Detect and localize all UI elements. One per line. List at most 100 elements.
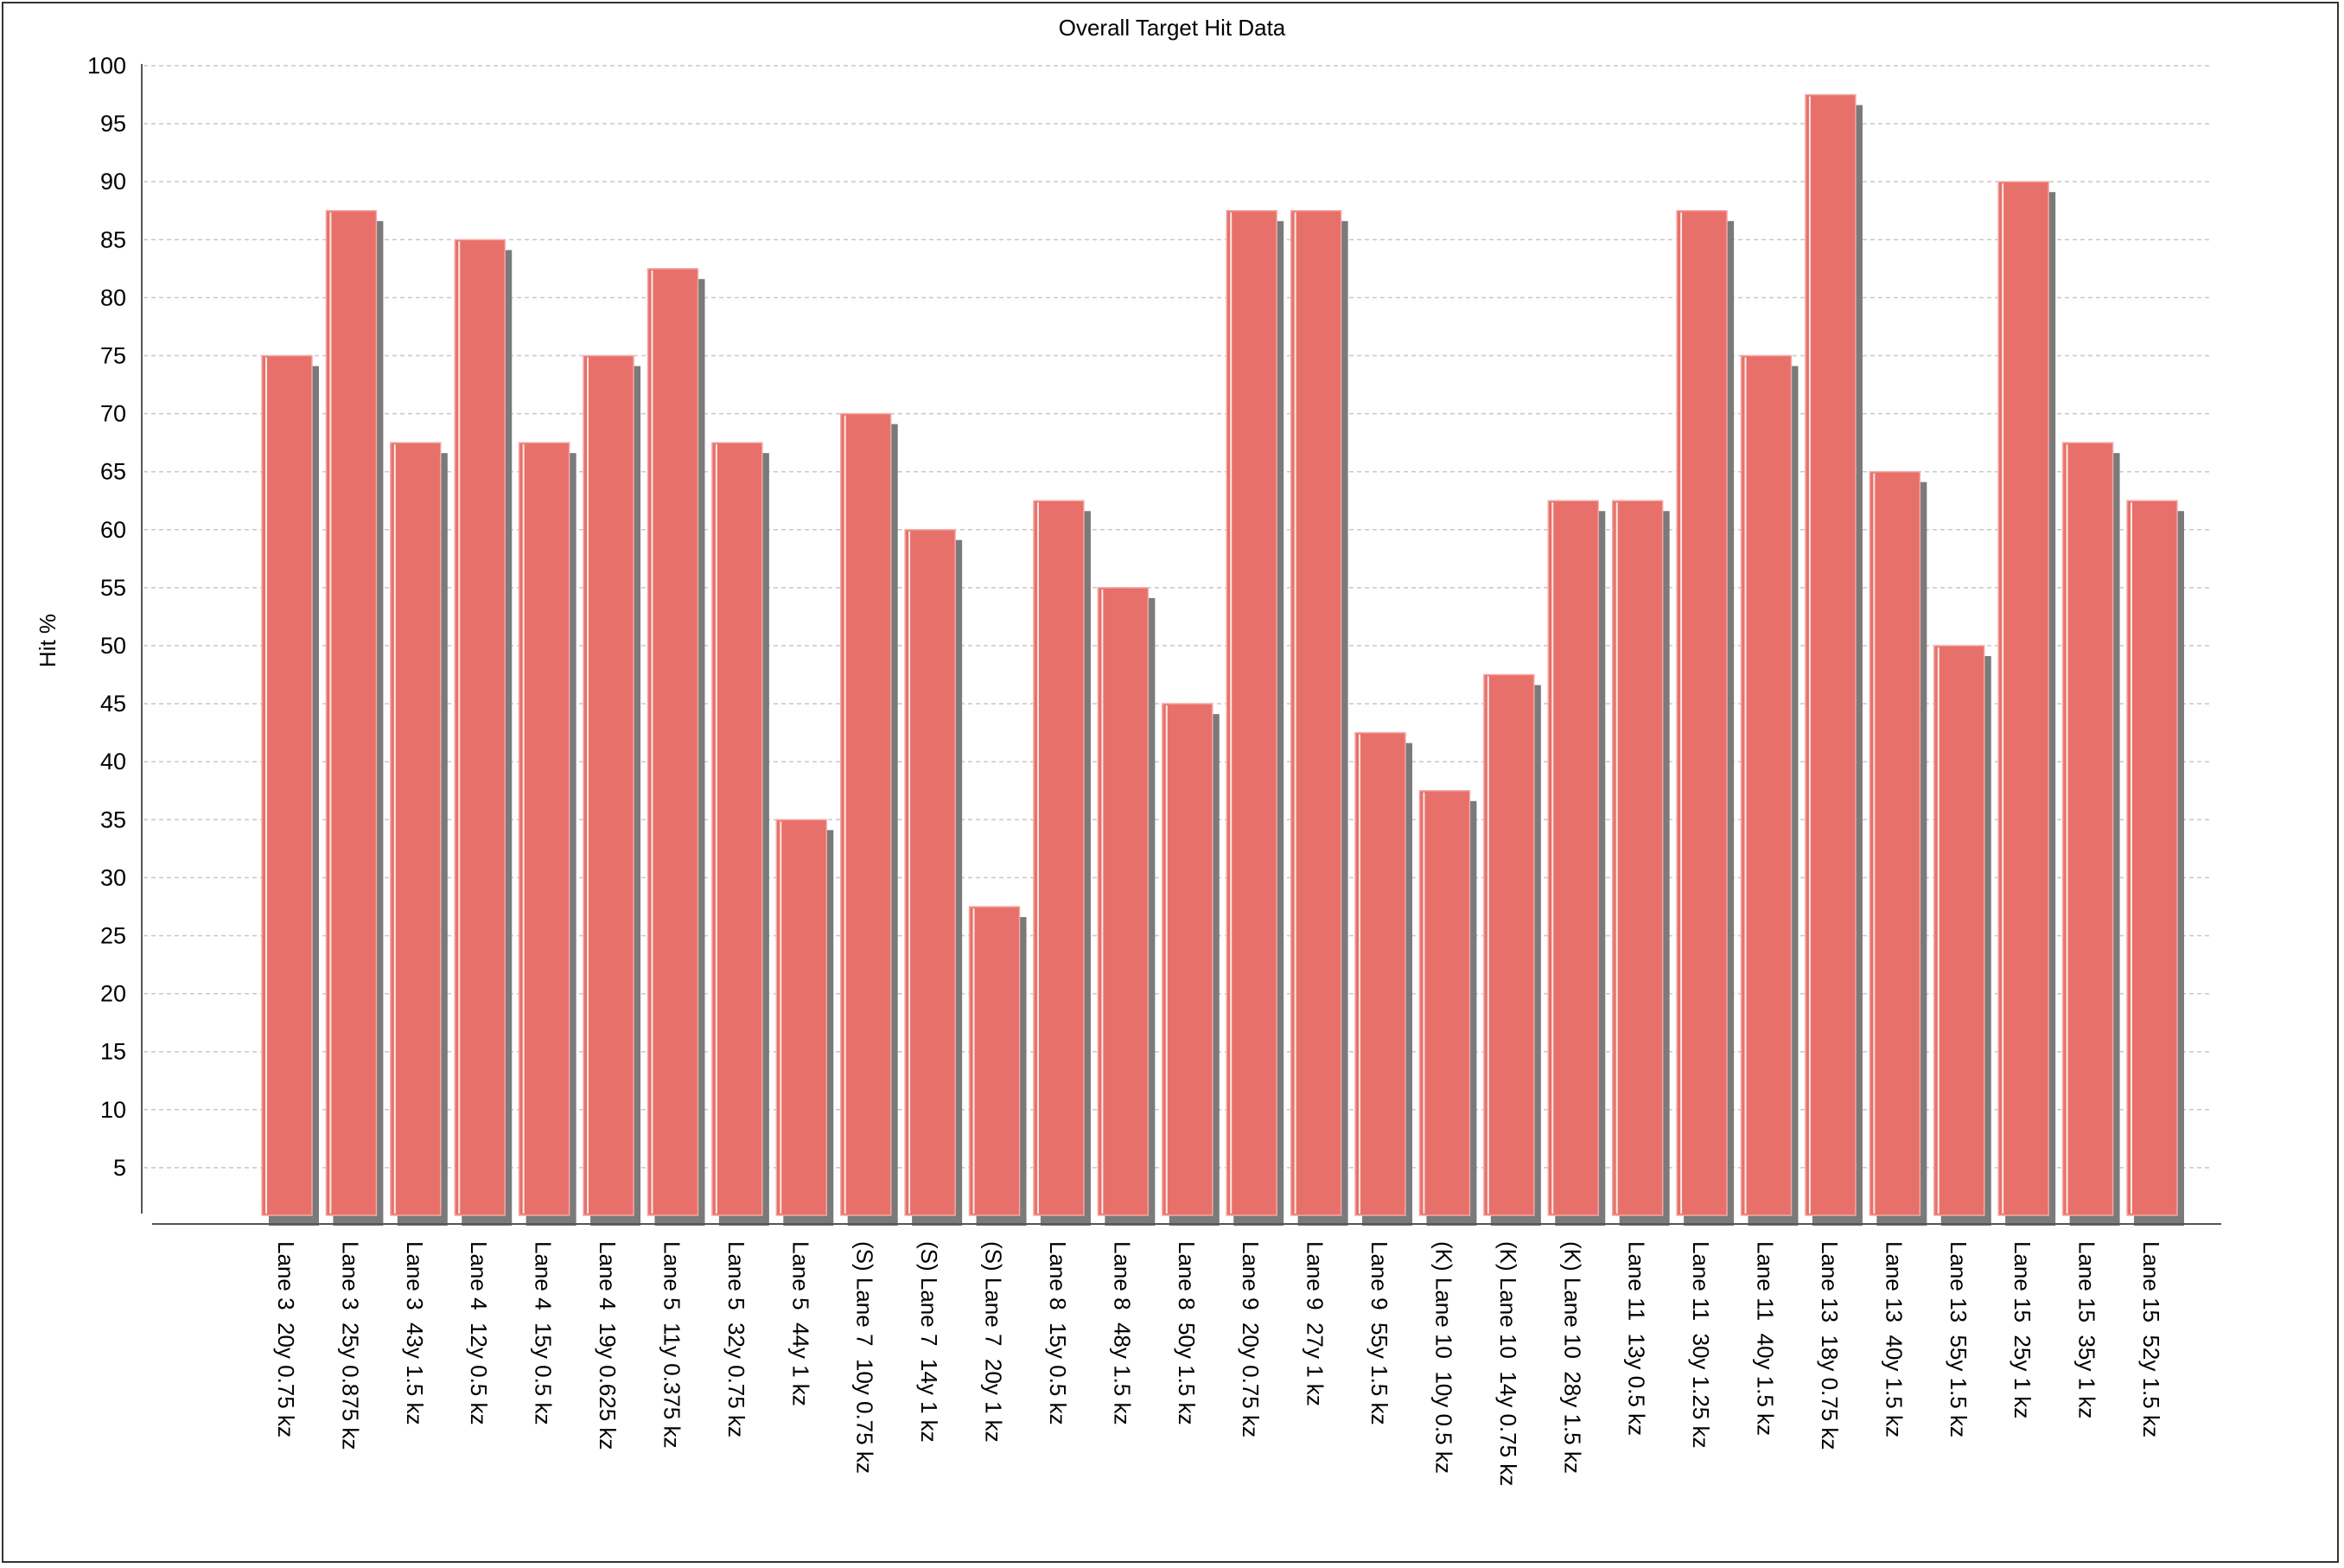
x-tick-label: Lane 9 20y 0.75 kz — [1238, 1241, 1264, 1437]
bar — [583, 354, 641, 1226]
y-tick-label: 75 — [100, 343, 126, 369]
bar-fill — [647, 268, 699, 1216]
bar-fill — [904, 529, 956, 1216]
bar-fill — [583, 354, 634, 1216]
bar-fill — [2061, 442, 2114, 1216]
y-tick-label: 80 — [100, 284, 126, 310]
x-tick-label: Lane 15 52y 1.5 kz — [2138, 1241, 2164, 1437]
bar-fill — [1676, 210, 1728, 1216]
y-axis-label: Hit % — [35, 614, 61, 667]
bar-fill — [1162, 703, 1213, 1216]
x-tick-label: Lane 15 25y 1 kz — [2010, 1241, 2035, 1418]
bar — [1097, 587, 1156, 1226]
x-tick-label: Lane 3 20y 0.75 kz — [273, 1241, 299, 1437]
bar — [1162, 703, 1220, 1226]
bar — [839, 412, 898, 1227]
bar — [1033, 500, 1091, 1226]
x-tick-label: (K) Lane 10 14y 0.75 kz — [1495, 1241, 1521, 1486]
bar-fill — [325, 210, 378, 1216]
bar-fill — [1483, 673, 1535, 1216]
y-tick-label: 35 — [100, 806, 126, 832]
bar — [711, 442, 769, 1226]
y-tick-label: 30 — [100, 864, 126, 890]
bar — [1676, 210, 1735, 1226]
bar-fill — [775, 819, 828, 1216]
y-tick-label: 55 — [100, 575, 126, 601]
bar — [1740, 354, 1799, 1226]
y-tick-label: 25 — [100, 923, 126, 949]
bar — [454, 239, 513, 1226]
bar — [775, 819, 834, 1226]
bar — [1547, 500, 1606, 1226]
x-tick-label: Lane 11 40y 1.5 kz — [1753, 1241, 1779, 1436]
x-tick-label: Lane 9 27y 1 kz — [1303, 1241, 1328, 1406]
bars-group — [261, 93, 2184, 1227]
bar-fill — [1418, 790, 1471, 1216]
bar-fill — [261, 354, 313, 1216]
bar-fill — [711, 442, 763, 1216]
x-tick-label: Lane 13 40y 1.5 kz — [1881, 1241, 1907, 1437]
bar — [518, 442, 576, 1226]
bar — [1611, 500, 1670, 1226]
bar-fill — [1869, 470, 1921, 1216]
bar-fill — [1226, 210, 1277, 1216]
y-tick-label: 20 — [100, 981, 126, 1007]
bar — [261, 354, 319, 1226]
bar-fill — [454, 239, 506, 1216]
x-tick-label: (S) Lane 7 20y 1 kz — [981, 1241, 1007, 1443]
bar — [2061, 442, 2120, 1226]
x-tick-label: Lane 11 30y 1.25 kz — [1688, 1241, 1714, 1448]
y-tick-label: 95 — [100, 111, 126, 137]
x-tick-label: Lane 13 55y 1.5 kz — [1946, 1241, 1971, 1437]
x-tick-labels: Lane 3 20y 0.75 kz Lane 3 25y 0.875 kz Lan… — [273, 1241, 2164, 1486]
bar-fill — [390, 442, 442, 1216]
bar — [1805, 93, 1863, 1226]
bar — [1869, 470, 1927, 1226]
bar-fill — [839, 412, 892, 1216]
x-tick-label: (K) Lane 10 28y 1.5 kz — [1559, 1241, 1585, 1474]
y-tick-label: 40 — [100, 749, 126, 774]
bar — [1483, 673, 1541, 1226]
x-tick-label: Lane 11 13y 0.5 kz — [1624, 1241, 1650, 1436]
bar-fill — [1933, 645, 1985, 1216]
bar-fill — [1547, 500, 1600, 1216]
x-tick-label: Lane 4 12y 0.5 kz — [466, 1241, 492, 1425]
chart-title: Overall Target Hit Data — [1059, 15, 1286, 41]
bar-fill — [968, 906, 1021, 1216]
y-tick-labels: 5 10 15 20 25 30 35 40 45 50 55 60 65 70 75 80 85 90 95 100 — [87, 53, 126, 1181]
bar-fill — [1097, 587, 1150, 1216]
bar — [1290, 210, 1348, 1226]
x-tick-label: Lane 3 43y 1.5 kz — [402, 1241, 428, 1425]
y-tick-label: 65 — [100, 459, 126, 485]
bar — [968, 906, 1027, 1226]
y-tick-label: 45 — [100, 691, 126, 717]
x-tick-label: Lane 8 48y 1.5 kz — [1109, 1241, 1135, 1425]
bar-fill — [2126, 500, 2178, 1216]
bar — [1418, 790, 1477, 1226]
y-tick-label: 60 — [100, 517, 126, 543]
y-tick-label: 100 — [87, 53, 126, 79]
bar — [1226, 210, 1284, 1226]
axes — [141, 64, 2221, 1225]
x-tick-label: Lane 15 35y 1 kz — [2074, 1241, 2100, 1418]
bar — [390, 442, 448, 1226]
bar-fill — [1033, 500, 1085, 1216]
x-tick-label: (K) Lane 10 10y 0.5 kz — [1430, 1241, 1456, 1474]
x-tick-label: Lane 9 55y 1.5 kz — [1366, 1241, 1392, 1425]
x-tick-label: Lane 4 15y 0.5 kz — [531, 1241, 557, 1425]
x-tick-label: Lane 4 19y 0.625 kz — [595, 1241, 621, 1450]
bar — [1354, 731, 1413, 1226]
y-tick-label: 15 — [100, 1039, 126, 1065]
bar-fill — [1290, 210, 1342, 1216]
bar — [2126, 500, 2184, 1226]
bar-fill — [1354, 731, 1406, 1216]
y-tick-label: 10 — [100, 1097, 126, 1123]
bar-fill — [1740, 354, 1793, 1216]
bar-chart: Overall Target Hit Data Hit % 5 10 15 20 25 3… — [35, 15, 2221, 1486]
y-tick-label: 70 — [100, 401, 126, 427]
bar — [904, 529, 963, 1226]
x-tick-label: Lane 5 32y 0.75 kz — [723, 1241, 749, 1437]
bar — [647, 268, 705, 1227]
y-tick-label: 5 — [113, 1155, 126, 1181]
